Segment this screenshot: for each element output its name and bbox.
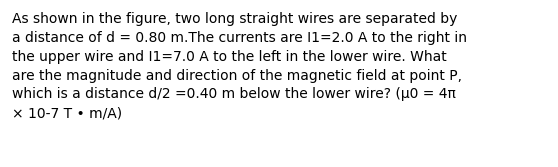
Text: As shown in the figure, two long straight wires are separated by
a distance of d: As shown in the figure, two long straigh… bbox=[12, 12, 467, 120]
